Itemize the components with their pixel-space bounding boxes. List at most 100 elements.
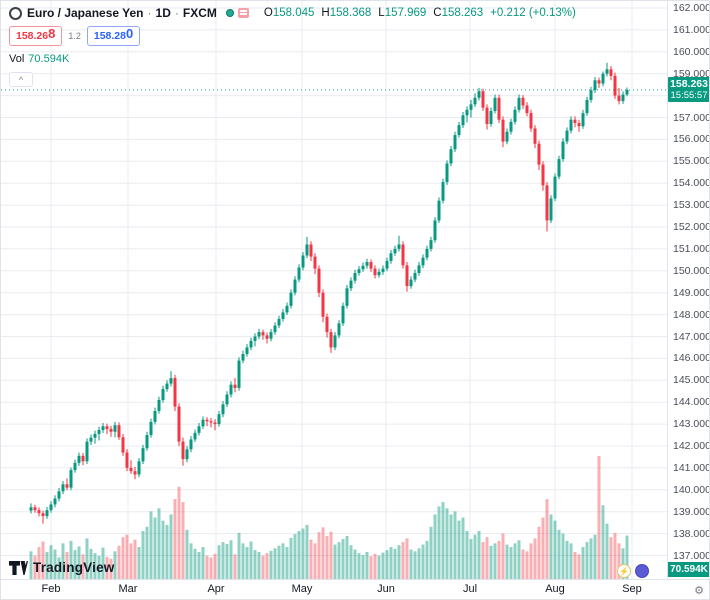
candle-body <box>61 484 65 492</box>
last-price-badge: 158.263 15:55:57 <box>668 76 709 102</box>
candle-body <box>533 128 537 144</box>
time-tick-label: Sep <box>622 583 642 595</box>
candle-body <box>281 312 285 319</box>
separator: · <box>147 6 152 20</box>
volume-bar <box>105 556 109 579</box>
price-axis[interactable]: 158.263 15:55:57 70.594K 162.000 161.000 1… <box>667 1 709 581</box>
last-price-value: 158.263 <box>670 77 708 90</box>
volume-bar <box>613 532 617 579</box>
volume-bar <box>45 551 49 579</box>
volume-bar <box>145 526 149 579</box>
volume-bar <box>305 524 309 579</box>
volume-bar <box>137 547 141 579</box>
gear-icon[interactable]: ⚙ <box>694 585 704 597</box>
candle-body <box>309 244 313 257</box>
volume-bar <box>57 557 61 579</box>
trading-panel-button[interactable] <box>635 564 649 578</box>
volume-bar <box>349 545 353 579</box>
volume-bar <box>589 538 593 579</box>
volume-bar <box>317 532 321 579</box>
candle-body <box>449 149 453 164</box>
candle-body <box>101 426 105 431</box>
volume-bar <box>241 543 245 579</box>
volume-bar <box>165 524 169 579</box>
candle-body <box>461 115 465 126</box>
volume-bar <box>501 533 505 579</box>
price-tick-label: 139.000 <box>673 505 710 518</box>
buy-button[interactable]: 158.280 <box>86 26 141 46</box>
candle-body <box>605 69 609 74</box>
candle-body <box>589 90 593 100</box>
candle-body <box>413 272 417 280</box>
volume-bar <box>37 547 41 579</box>
collapse-panel-button[interactable]: ^ <box>9 72 33 87</box>
candle-body <box>65 484 69 488</box>
tradingview-mark-icon <box>9 560 28 575</box>
volume-bar <box>333 544 337 579</box>
volume-bar <box>265 553 269 579</box>
candle-body <box>253 336 257 341</box>
sell-button[interactable]: 158.268 <box>9 26 63 46</box>
candle-body <box>117 425 121 438</box>
candle-body <box>485 107 489 125</box>
candle-body <box>609 69 613 76</box>
volume-bar <box>81 554 85 579</box>
candle-body <box>505 131 509 142</box>
time-tick-label: Apr <box>207 583 225 595</box>
volume-bar <box>89 548 93 579</box>
time-tick-label: Jul <box>462 583 478 595</box>
volume-bar <box>425 540 429 579</box>
candle-body <box>77 455 81 463</box>
price-tick-label: 162.000 <box>673 2 710 14</box>
instant-order-button[interactable]: ⚡ <box>617 564 631 578</box>
candle-body <box>369 262 373 269</box>
candle-body <box>45 510 49 517</box>
volume-bar <box>65 551 69 579</box>
price-tick-label: 152.000 <box>673 221 710 233</box>
trade-buttons: 158.268 1.2 158.280 <box>9 26 576 46</box>
tradingview-logo[interactable]: TradingView <box>9 560 114 575</box>
candle-body <box>473 97 477 105</box>
volume-bar <box>565 540 569 579</box>
price-tick-label: 144.000 <box>673 396 710 409</box>
volume-bar <box>61 543 65 579</box>
candle-body <box>549 198 553 221</box>
volume-bar <box>617 543 621 579</box>
volume-bar <box>269 550 273 579</box>
volume-bar <box>49 545 53 579</box>
volume-bar <box>97 555 101 579</box>
buy-pip-digit: 0 <box>126 26 134 41</box>
price-tick-label: 155.000 <box>673 155 710 168</box>
volume-bar <box>173 499 177 579</box>
time-axis[interactable]: Feb Mar Apr May Jun Jul Aug Sep <box>1 579 709 599</box>
volume-bar <box>217 545 221 579</box>
candle-body <box>321 292 325 317</box>
candle-body <box>177 406 181 442</box>
up-status-dot-icon[interactable] <box>225 9 234 17</box>
candle-body <box>405 265 409 287</box>
candle-body <box>29 507 33 511</box>
close-label: C <box>433 7 442 19</box>
price-tick-label: 159.000 <box>673 67 710 80</box>
exchange-label: FXCM <box>182 6 217 20</box>
candle-body <box>57 491 61 499</box>
candle-body <box>361 265 365 270</box>
price-tick-label: 156.000 <box>673 133 710 146</box>
volume-bar <box>393 548 397 579</box>
candle-body <box>401 244 405 266</box>
volume-bar <box>261 555 265 579</box>
volume-bar <box>609 537 613 579</box>
candle-body <box>173 378 177 407</box>
candle-body <box>113 425 117 432</box>
candle-body <box>141 448 145 462</box>
symbol-title[interactable]: Euro / Japanese Yen · 1D · FXCM <box>27 6 217 20</box>
volume-bar <box>257 551 261 579</box>
volume-bar <box>457 520 461 579</box>
down-list-icon[interactable] <box>237 8 249 18</box>
separator: · <box>174 6 179 20</box>
volume-bar <box>517 540 521 579</box>
candle-body <box>81 455 85 462</box>
candle-body <box>497 97 501 120</box>
volume-bar <box>505 544 509 579</box>
